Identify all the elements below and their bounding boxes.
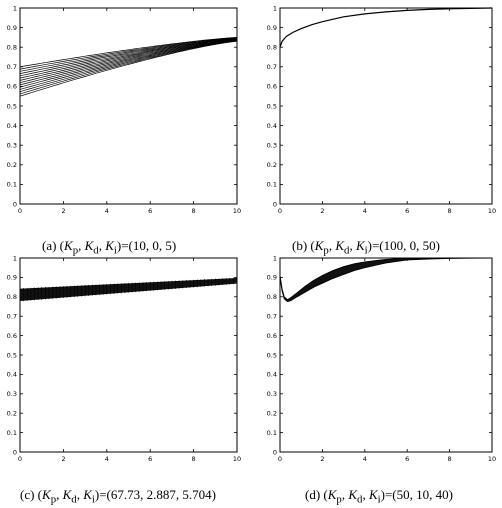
y-tick-label: 0.2: [267, 161, 277, 169]
series-line: [19, 37, 238, 68]
series-line: [19, 37, 238, 70]
x-tick-label: 8: [448, 207, 452, 215]
x-tick-label: 6: [405, 455, 409, 463]
x-tick-label: 6: [148, 455, 152, 463]
y-tick-label: 0: [273, 200, 277, 208]
series-line: [19, 38, 238, 79]
x-tick-label: 10: [233, 455, 241, 463]
y-tick-label: 0.5: [7, 102, 17, 110]
x-tick-label: 2: [320, 207, 324, 215]
series-line: [19, 38, 238, 77]
x-tick-label: 2: [320, 455, 324, 463]
plot-frame: [19, 7, 238, 205]
x-tick-label: 4: [363, 455, 367, 463]
series-line: [19, 37, 238, 74]
x-tick-label: 4: [363, 207, 367, 215]
y-tick-label: 0.2: [7, 161, 17, 169]
y-tick-label: 0.3: [267, 142, 277, 150]
y-tick-label: 0.7: [7, 313, 17, 321]
x-tick-label: 0: [278, 207, 282, 215]
series-line: [19, 40, 238, 90]
y-tick-label: 0.4: [267, 371, 277, 379]
plot-frame: [279, 7, 493, 205]
x-tick-label: 6: [405, 207, 409, 215]
y-tick-label: 0.4: [267, 122, 277, 130]
y-tick-label: 1: [13, 4, 17, 12]
x-tick-label: 8: [192, 207, 196, 215]
y-tick-label: 0: [273, 448, 277, 456]
y-tick-label: 0.3: [7, 390, 17, 398]
x-tick-label: 0: [18, 207, 22, 215]
y-tick-label: 0.8: [7, 44, 17, 52]
y-tick-label: 1: [273, 254, 277, 262]
series-line: [19, 40, 238, 97]
y-tick-label: 0.5: [7, 351, 17, 359]
y-tick-label: 0.7: [267, 63, 277, 71]
y-tick-label: 0.4: [7, 371, 17, 379]
caption-a: (a) (Kp, Kd, Ki)=(10, 0, 5): [42, 238, 177, 257]
x-tick-label: 6: [148, 207, 152, 215]
y-tick-label: 0.2: [7, 410, 17, 418]
y-tick-label: 0.9: [267, 24, 277, 32]
series-line: [279, 7, 493, 48]
caption-c: (c) (Kp, Kd, Ki)=(67.73, 2.887, 5.704): [20, 487, 216, 506]
y-tick-label: 0.9: [7, 274, 17, 282]
y-tick-label: 0.8: [267, 44, 277, 52]
series-line: [19, 39, 238, 88]
x-tick-label: 4: [105, 207, 109, 215]
y-tick-label: 0.3: [7, 142, 17, 150]
y-tick-label: 1: [273, 4, 277, 12]
x-tick-label: 0: [18, 455, 22, 463]
y-tick-label: 0.9: [267, 274, 277, 282]
y-tick-label: 0.2: [267, 410, 277, 418]
y-tick-label: 0.6: [7, 332, 17, 340]
y-tick-label: 0.1: [267, 429, 277, 437]
y-tick-label: 0.4: [7, 122, 17, 130]
x-tick-label: 10: [233, 207, 241, 215]
y-tick-label: 0.5: [267, 351, 277, 359]
series-line: [19, 38, 238, 81]
y-tick-label: 1: [13, 254, 17, 262]
series-line: [19, 40, 238, 93]
series-line: [19, 40, 238, 95]
x-tick-label: 4: [105, 455, 109, 463]
series-band: [279, 257, 493, 303]
y-tick-label: 0.6: [7, 83, 17, 91]
x-tick-label: 10: [488, 455, 496, 463]
y-tick-label: 0.6: [267, 83, 277, 91]
y-tick-label: 0.6: [267, 332, 277, 340]
x-tick-label: 8: [192, 455, 196, 463]
chart-3: 00.10.20.30.40.50.60.70.80.910 2 4 6 8 10: [267, 254, 496, 463]
chart-1: 00.10.20.30.40.50.60.70.80.910 2 4 6 8 10: [267, 4, 496, 215]
y-tick-label: 0.1: [267, 181, 277, 189]
y-tick-label: 0.1: [7, 429, 17, 437]
y-tick-label: 0: [13, 448, 17, 456]
chart-2: 00.10.20.30.40.50.60.70.80.910 2 4 6 8 10: [7, 254, 241, 463]
chart-0: 00.10.20.30.40.50.60.70.80.910 2 4 6 8 10: [7, 4, 241, 215]
x-tick-label: 2: [61, 207, 65, 215]
caption-b: (b) (Kp, Kd, Ki)=(100, 0, 50): [292, 238, 440, 257]
y-tick-label: 0.7: [267, 313, 277, 321]
x-tick-label: 2: [61, 455, 65, 463]
x-tick-label: 0: [278, 455, 282, 463]
series-line: [19, 39, 238, 83]
y-tick-label: 0.5: [267, 102, 277, 110]
y-tick-label: 0.8: [267, 293, 277, 301]
x-tick-label: 8: [448, 455, 452, 463]
y-tick-label: 0: [13, 200, 17, 208]
series-line: [19, 39, 238, 86]
y-tick-label: 0.9: [7, 24, 17, 32]
y-tick-label: 0.3: [267, 390, 277, 398]
series-line: [19, 37, 238, 72]
x-tick-label: 10: [488, 207, 496, 215]
y-tick-label: 0.7: [7, 63, 17, 71]
caption-d: (d) (Kp, Kd, Ki)=(50, 10, 40): [305, 487, 453, 506]
y-tick-label: 0.1: [7, 181, 17, 189]
y-tick-label: 0.8: [7, 293, 17, 301]
